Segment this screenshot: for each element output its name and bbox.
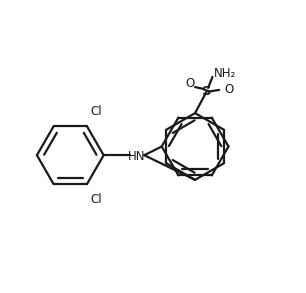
Text: O: O	[185, 77, 195, 90]
Text: HN: HN	[128, 150, 146, 163]
Text: Cl: Cl	[90, 105, 102, 117]
Text: S: S	[202, 85, 211, 98]
Text: NH₂: NH₂	[214, 67, 236, 81]
Text: O: O	[224, 84, 233, 96]
Text: Cl: Cl	[90, 193, 102, 206]
